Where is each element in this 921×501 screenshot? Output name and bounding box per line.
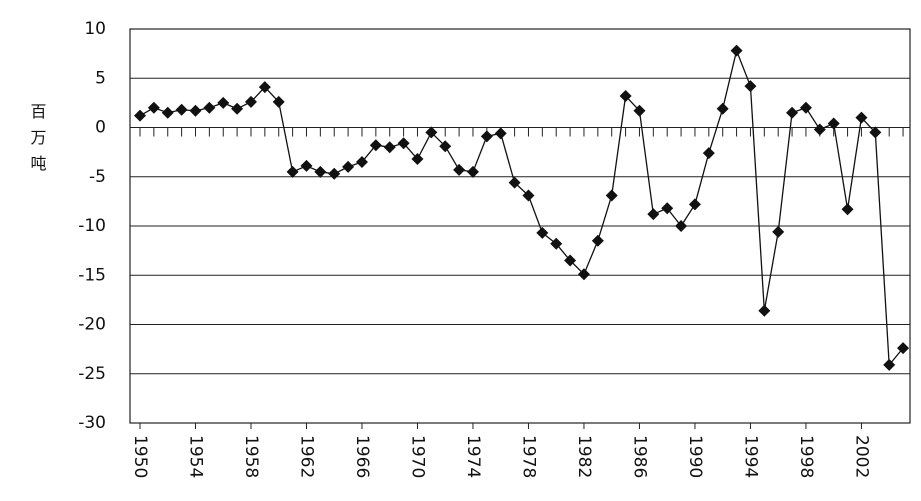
data-point bbox=[203, 101, 216, 114]
data-point bbox=[494, 127, 507, 140]
x-tick-label: 1966 bbox=[352, 435, 372, 478]
y-tick-label: 10 bbox=[84, 19, 106, 39]
x-tick-label: 1950 bbox=[130, 435, 150, 478]
data-point bbox=[355, 155, 368, 168]
data-point bbox=[189, 104, 202, 117]
x-tick-label: 1958 bbox=[241, 435, 261, 478]
data-point bbox=[786, 106, 799, 119]
data-point bbox=[397, 137, 410, 150]
data-point bbox=[577, 268, 590, 281]
y-tick-label: -10 bbox=[78, 216, 106, 236]
data-point bbox=[272, 95, 285, 108]
data-point bbox=[730, 44, 743, 57]
x-tick-label: 1974 bbox=[463, 435, 483, 478]
data-point bbox=[286, 165, 299, 178]
data-point bbox=[147, 101, 160, 114]
data-point bbox=[702, 147, 715, 160]
data-point bbox=[897, 342, 910, 355]
data-point bbox=[799, 101, 812, 114]
data-point bbox=[813, 123, 826, 136]
data-point bbox=[258, 81, 271, 94]
x-tick-label: 1990 bbox=[685, 435, 705, 478]
y-tick-label: -25 bbox=[78, 364, 106, 384]
data-point bbox=[217, 96, 230, 109]
data-point bbox=[300, 159, 313, 172]
data-point bbox=[453, 163, 466, 176]
y-tick-label: 0 bbox=[95, 118, 106, 138]
x-tick-label: 1994 bbox=[740, 435, 760, 478]
data-point bbox=[869, 126, 882, 139]
data-point bbox=[175, 103, 188, 116]
data-point bbox=[425, 126, 438, 139]
data-point bbox=[439, 140, 452, 153]
data-point bbox=[716, 102, 729, 115]
data-point bbox=[827, 117, 840, 130]
data-line bbox=[139, 48, 904, 367]
x-tick-label: 1978 bbox=[518, 435, 538, 478]
data-point bbox=[675, 220, 688, 232]
data-point bbox=[744, 80, 757, 93]
y-tick-label: -15 bbox=[78, 265, 106, 285]
y-tick-label: 5 bbox=[95, 68, 106, 88]
data-point bbox=[314, 165, 327, 178]
data-point bbox=[328, 167, 341, 180]
x-tick-label: 1970 bbox=[407, 435, 427, 478]
data-point bbox=[772, 225, 785, 238]
data-point bbox=[591, 234, 604, 247]
data-point bbox=[855, 111, 868, 124]
data-point bbox=[883, 358, 896, 371]
data-point bbox=[647, 208, 660, 221]
y-tick-label: -20 bbox=[78, 315, 106, 335]
x-tick-label: 1962 bbox=[296, 435, 316, 478]
data-point bbox=[342, 160, 355, 173]
x-tick-label: 1982 bbox=[574, 435, 594, 478]
data-point bbox=[536, 226, 549, 239]
data-point bbox=[369, 139, 382, 152]
data-point bbox=[633, 104, 646, 117]
data-point bbox=[550, 237, 563, 250]
data-point bbox=[522, 189, 535, 202]
plot-frame bbox=[129, 28, 911, 424]
y-axis-label-text: 百万吨 bbox=[28, 103, 47, 181]
data-point bbox=[758, 304, 771, 317]
data-point bbox=[383, 141, 396, 154]
data-point bbox=[605, 189, 618, 202]
data-point bbox=[480, 130, 493, 143]
data-point bbox=[133, 109, 146, 122]
data-point bbox=[564, 254, 577, 267]
data-point bbox=[231, 102, 244, 115]
data-point bbox=[661, 202, 674, 215]
data-point bbox=[466, 165, 479, 178]
data-point bbox=[244, 95, 257, 108]
x-tick-label: 1954 bbox=[185, 435, 205, 478]
x-tick-label: 1986 bbox=[629, 435, 649, 478]
data-point bbox=[161, 106, 174, 119]
y-tick-label: -30 bbox=[78, 413, 106, 433]
data-point bbox=[841, 203, 854, 216]
x-tick-label: 2002 bbox=[851, 435, 871, 478]
data-point bbox=[411, 153, 424, 166]
data-point bbox=[688, 198, 701, 211]
x-tick-label: 1998 bbox=[796, 435, 816, 478]
data-point bbox=[508, 176, 521, 189]
data-point bbox=[619, 89, 632, 102]
y-tick-label: -5 bbox=[89, 167, 106, 187]
